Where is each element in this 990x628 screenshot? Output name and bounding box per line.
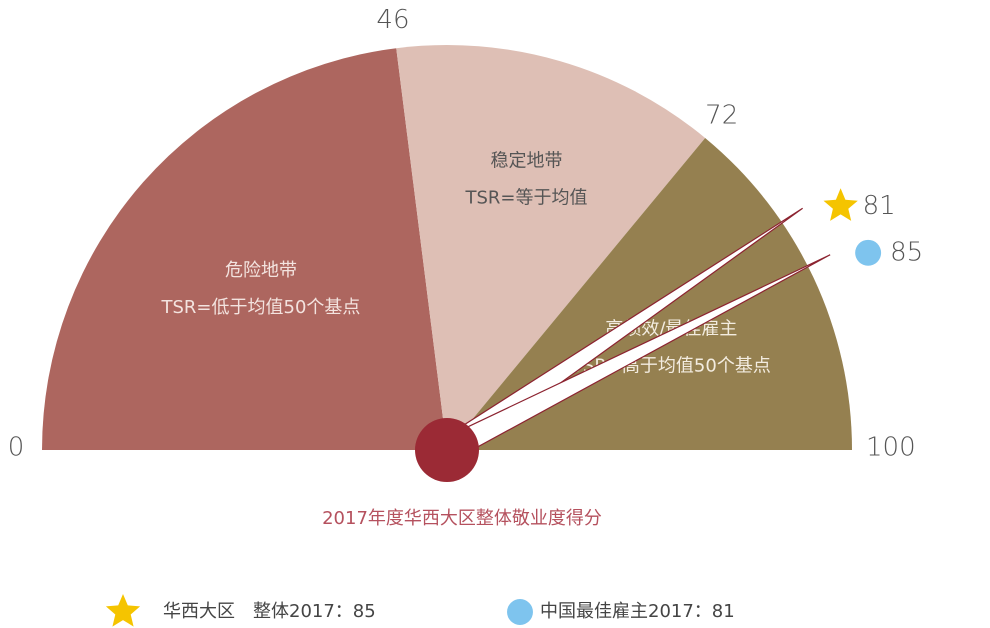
circle-marker bbox=[855, 239, 882, 266]
segment-sublabel: TSR=低于均值50个基点 bbox=[161, 297, 361, 318]
segment-label: 危险地带 bbox=[225, 260, 297, 281]
gauge-hub bbox=[415, 418, 479, 482]
legend-label: 华西大区 整体2017：85 bbox=[163, 601, 376, 622]
star-marker bbox=[105, 594, 141, 627]
segment-sublabel: TSR=等于均值 bbox=[465, 187, 588, 208]
segment-label: 稳定地带 bbox=[491, 150, 563, 171]
star-marker bbox=[823, 188, 858, 221]
gauge-segment bbox=[396, 45, 706, 451]
circle-marker bbox=[507, 599, 533, 625]
needle-label: 81 bbox=[863, 191, 896, 221]
chart-title: 2017年度华西大区整体敬业度得分 bbox=[322, 508, 602, 529]
tick-label: 0 bbox=[8, 433, 25, 463]
legend-label: 中国最佳雇主2017：81 bbox=[540, 601, 735, 622]
needle-label: 85 bbox=[890, 237, 923, 267]
tick-label: 100 bbox=[866, 433, 916, 463]
tick-label: 46 bbox=[376, 5, 409, 35]
gauge-segment bbox=[42, 48, 447, 451]
tick-label: 72 bbox=[705, 100, 738, 130]
